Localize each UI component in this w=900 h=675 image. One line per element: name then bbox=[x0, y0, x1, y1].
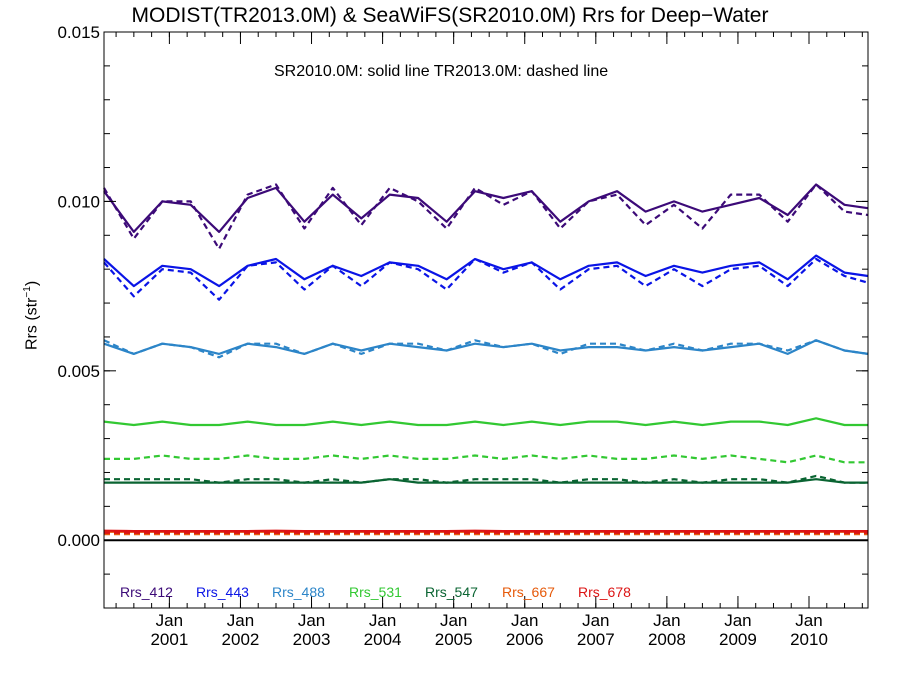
legend-item-rrs-531: Rrs_531 bbox=[349, 584, 402, 600]
x-tick-label-year: 2001 bbox=[150, 630, 188, 649]
x-tick-label-month: Jan bbox=[653, 611, 680, 630]
line-style-annotation: SR2010.0M: solid line TR2013.0M: dashed … bbox=[274, 63, 609, 80]
x-tick-label-year: 2004 bbox=[364, 630, 402, 649]
x-tick-label-year: 2005 bbox=[435, 630, 473, 649]
series-line-rrs-412-dashed bbox=[103, 183, 869, 250]
x-tick-label-year: 2010 bbox=[790, 630, 828, 649]
x-tick-label-month: Jan bbox=[795, 611, 822, 630]
series-line-rrs-412-solid bbox=[103, 183, 869, 233]
legend-item-rrs-412: Rrs_412 bbox=[120, 584, 173, 600]
legend: Rrs_412 Rrs_443 Rrs_488 Rrs_531 Rrs_547 Rrs_6… bbox=[120, 584, 631, 600]
series-line-rrs-443-dashed bbox=[103, 257, 869, 301]
y-tick-label: 0.015 bbox=[57, 23, 100, 42]
series-line-rrs-443-solid bbox=[103, 254, 869, 288]
x-tick-label-year: 2003 bbox=[293, 630, 331, 649]
x-tick-label-year: 2007 bbox=[577, 630, 615, 649]
series-line-rrs-488-dashed bbox=[103, 339, 869, 359]
series-line-rrs-547-solid bbox=[104, 478, 868, 484]
y-tick-label: 0.000 bbox=[57, 531, 100, 550]
x-tick-label-year: 2008 bbox=[648, 630, 686, 649]
legend-item-rrs-678: Rrs_678 bbox=[578, 584, 631, 600]
series-line-rrs-531-dashed bbox=[104, 454, 868, 464]
x-tick-label-month: Jan bbox=[227, 611, 254, 630]
x-tick-label-year: 2006 bbox=[506, 630, 544, 649]
legend-item-rrs-667: Rrs_667 bbox=[502, 584, 555, 600]
x-tick-label-month: Jan bbox=[511, 611, 538, 630]
legend-item-rrs-443: Rrs_443 bbox=[196, 584, 249, 600]
series-line-rrs-547-dashed bbox=[104, 474, 868, 484]
x-tick-label-month: Jan bbox=[724, 611, 751, 630]
y-tick-label: 0.010 bbox=[57, 192, 100, 211]
x-tick-label-month: Jan bbox=[298, 611, 325, 630]
legend-item-rrs-547: Rrs_547 bbox=[425, 584, 478, 600]
x-tick-label-month: Jan bbox=[369, 611, 396, 630]
y-tick-label: 0.005 bbox=[57, 362, 100, 381]
axes-layer: 0.0000.0050.0100.015Jan2001Jan2002Jan200… bbox=[57, 23, 869, 649]
x-tick-label-month: Jan bbox=[440, 611, 467, 630]
chart-title: MODIST(TR2013.0M) & SeaWiFS(SR2010.0M) R… bbox=[131, 4, 769, 27]
plot-frame bbox=[103, 31, 869, 609]
legend-item-rrs-488: Rrs_488 bbox=[272, 584, 325, 600]
series-line-rrs-531-solid bbox=[103, 417, 868, 427]
x-tick-label-month: Jan bbox=[582, 611, 609, 630]
series-line-rrs-488-solid bbox=[103, 339, 869, 355]
x-tick-label-year: 2009 bbox=[719, 630, 757, 649]
x-tick-label-year: 2002 bbox=[222, 630, 260, 649]
x-tick-label-month: Jan bbox=[156, 611, 183, 630]
series-layer bbox=[103, 183, 869, 536]
